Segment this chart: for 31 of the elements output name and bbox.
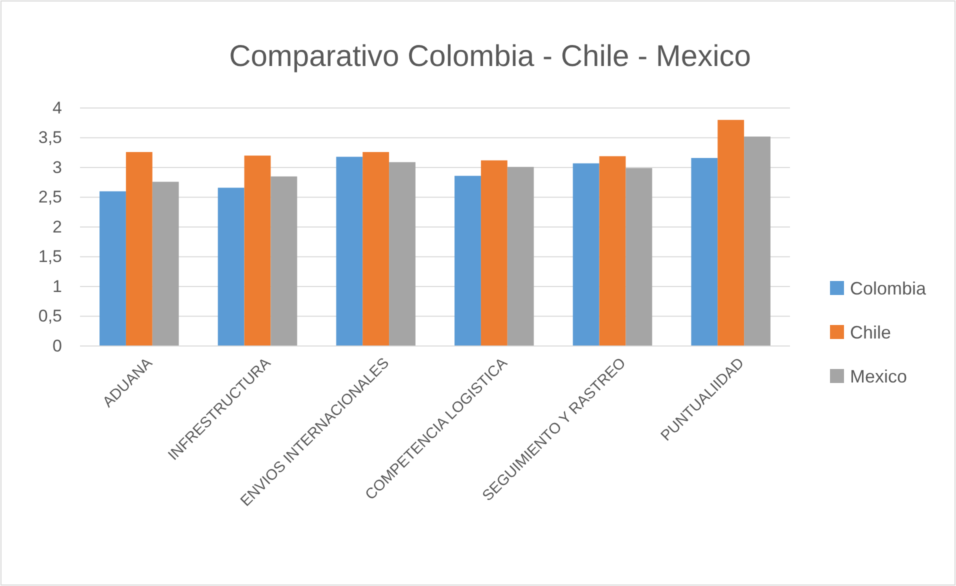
bar: [599, 156, 626, 346]
y-tick-label: 2: [52, 217, 62, 236]
y-tick-label: 0: [52, 336, 62, 356]
legend-label: Mexico: [850, 366, 908, 386]
bar: [152, 182, 179, 346]
bar: [718, 120, 744, 346]
bar: [480, 160, 508, 346]
bar: [126, 152, 152, 346]
y-tick-label: 1,5: [38, 247, 62, 266]
bar: [244, 156, 271, 346]
y-tick-label: 0,5: [38, 306, 62, 326]
y-tick-label: 2,5: [38, 188, 62, 207]
bar: [572, 163, 600, 346]
legend-label: Colombia: [850, 278, 928, 298]
bar: [454, 176, 481, 346]
bar: [100, 191, 126, 346]
legend-label: Chile: [850, 322, 892, 342]
bar: [389, 162, 416, 346]
bar: [362, 152, 390, 346]
y-tick-label: 4: [52, 98, 62, 118]
bar: [691, 158, 718, 346]
y-tick-label: 1: [52, 276, 62, 296]
y-tick-label: 3: [52, 158, 62, 177]
bar: [626, 168, 652, 346]
bar: [336, 156, 363, 346]
bar: [270, 176, 298, 346]
bar: [507, 166, 534, 346]
bar: [744, 136, 770, 346]
chart-title: Comparativo Colombia - Chile - Mexico: [229, 40, 751, 73]
bar: [218, 188, 244, 346]
y-tick-label: 3,5: [38, 128, 62, 148]
